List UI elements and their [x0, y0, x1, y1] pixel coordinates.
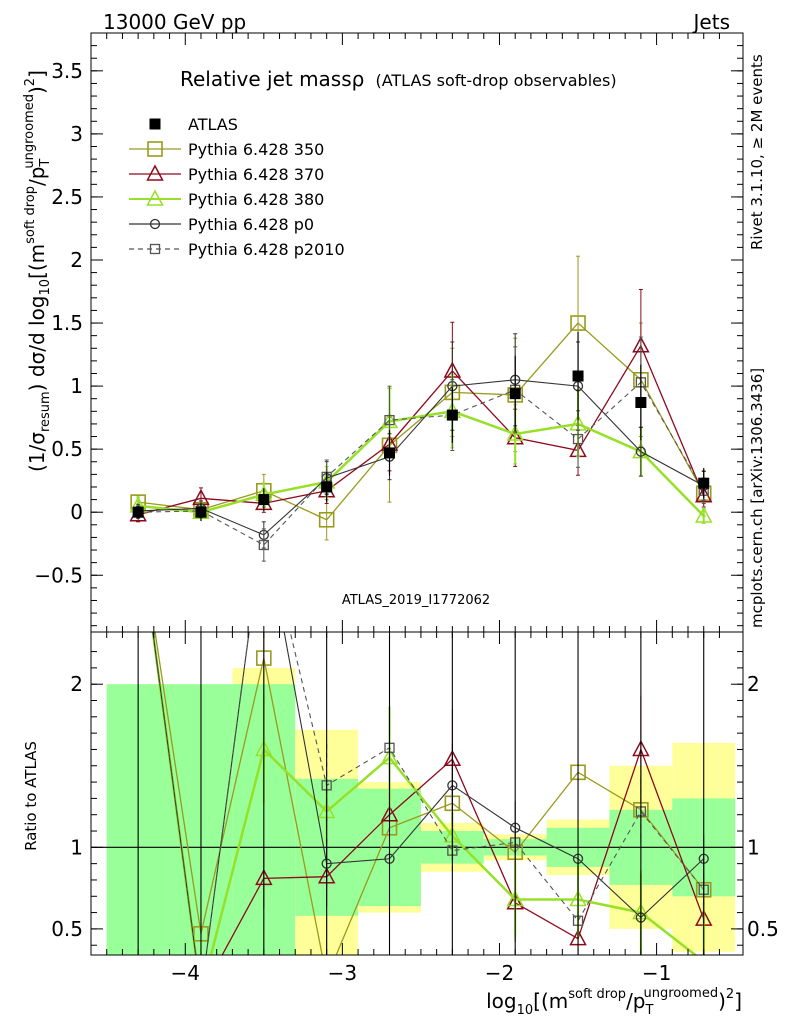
marker-p350 — [570, 315, 586, 331]
ytick-label-top: −0.5 — [34, 563, 83, 587]
series-area — [129, 255, 713, 562]
ratio-line-p2010 — [152, 632, 705, 955]
ytick-label-top: 0.5 — [51, 437, 83, 461]
ytick-label-top: 2.5 — [51, 185, 83, 209]
legend: ATLAS Pythia 6.428 350 Pythia 6.428 370 Pyt… — [129, 115, 345, 259]
ytick-label-ratio-left: 0.5 — [51, 917, 83, 941]
legend-label-p380: Pythia 6.428 380 — [188, 190, 324, 209]
legend-label-p2010: Pythia 6.428 p2010 — [188, 240, 345, 259]
legend-label-atlas: ATLAS — [188, 115, 238, 134]
ytick-label-top: 0 — [70, 500, 83, 524]
x-axis-label: log10[(msoft drop/pTungroomed)2] — [486, 986, 742, 1018]
data-point-atlas — [384, 447, 396, 459]
data-point-atlas — [698, 477, 710, 489]
ytick-label-top: 2 — [70, 248, 83, 272]
marker-p2010 — [258, 539, 269, 551]
main-title: Relative jet massρ (ATLAS soft-drop obse… — [180, 67, 617, 91]
series-line-p0 — [138, 379, 704, 536]
data-point-atlas — [195, 506, 207, 518]
xtick-label: −4 — [171, 961, 200, 985]
data-point-atlas — [446, 409, 458, 421]
ytick-label-ratio-left: 1 — [70, 835, 83, 859]
side-label-top: Rivet 3.1.10, ≥ 2M events — [748, 54, 766, 250]
marker-p380 — [694, 506, 713, 523]
xtick-label: −3 — [328, 961, 357, 985]
series-line-p380 — [138, 410, 705, 517]
ratio-plot: 0.5 0.5 1 1 2 2 −4 −3 −2 −1 — [51, 631, 779, 985]
data-point-atlas — [132, 506, 144, 518]
ratio-line-p370 — [152, 632, 705, 955]
legend-marker-p380 — [146, 189, 164, 206]
main-plot: −0.5 0 0.5 1 1.5 2 2.5 3 3.5 — [34, 32, 744, 633]
legend-marker-p350 — [147, 141, 163, 157]
legend-label-p0: Pythia 6.428 p0 — [188, 215, 314, 234]
marker-p0 — [635, 446, 647, 457]
legend-label-p370: Pythia 6.428 370 — [188, 165, 324, 184]
ytick-label-ratio-right: 0.5 — [747, 917, 779, 941]
ratio-line-p380 — [151, 632, 698, 955]
xtick-label: −1 — [642, 961, 671, 985]
marker-p380 — [506, 424, 524, 441]
y-axis-label-ratio: Ratio to ATLAS — [22, 741, 40, 851]
ratio-series-area — [91, 632, 743, 955]
series-line-p370 — [137, 344, 705, 516]
y-axis-label-top: (1/σresum) dσ/d log10[(msoft drop/pTungr… — [22, 70, 53, 472]
legend-marker-atlas — [149, 118, 161, 130]
data-point-atlas — [572, 370, 584, 382]
main-title-sub: (ATLAS soft-drop observables) — [375, 71, 616, 90]
ytick-label-ratio-right: 2 — [747, 672, 760, 696]
data-point-atlas — [635, 396, 647, 408]
ratio-line-p350 — [154, 632, 705, 955]
ytick-label-top: 1.5 — [51, 311, 83, 335]
ytick-label-top: 3 — [70, 122, 83, 146]
marker-p350 — [318, 511, 335, 528]
header-left: 13000 GeV pp — [103, 10, 246, 34]
ytick-label-ratio-left: 2 — [70, 672, 83, 696]
ratio-marker-p380 — [702, 951, 706, 955]
marker-p2010 — [572, 433, 584, 445]
data-point-atlas — [258, 494, 270, 506]
xtick-label: −2 — [485, 961, 514, 985]
side-label-bottom: mcplots.cern.ch [arXiv:1306.3436] — [748, 368, 766, 628]
analysis-id: ATLAS_2019_I1772062 — [342, 593, 490, 608]
ytick-label-ratio-right: 1 — [747, 835, 760, 859]
ytick-label-top: 1 — [70, 374, 83, 398]
main-title-text: Relative jet massρ — [180, 67, 364, 91]
legend-marker-p0 — [149, 218, 161, 230]
header-right: Jets — [692, 10, 730, 34]
data-point-atlas — [509, 388, 521, 400]
legend-marker-p2010 — [149, 243, 161, 255]
legend-marker-p370 — [146, 164, 164, 181]
legend-label-p350: Pythia 6.428 350 — [188, 140, 324, 159]
ytick-label-top: 3.5 — [51, 59, 83, 83]
series-line-p2010 — [138, 381, 705, 546]
marker-p2010 — [384, 414, 395, 426]
frame-ratio — [90, 631, 744, 956]
data-point-atlas — [321, 481, 333, 493]
